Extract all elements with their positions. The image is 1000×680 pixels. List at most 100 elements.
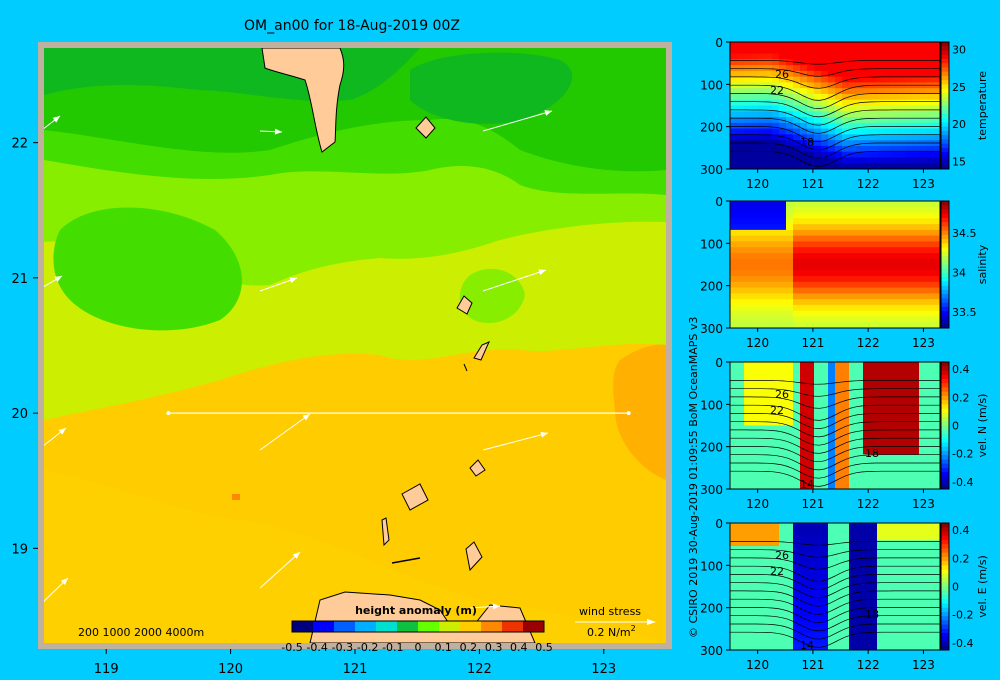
section-y-tick-label: 200 [700,441,723,455]
section-cell [793,145,801,153]
section-cell [926,615,934,622]
section-cell [905,99,913,106]
section-cell [835,145,843,153]
section-cell [884,157,892,164]
section-cell [877,224,885,231]
section-cell [926,241,934,248]
section-cell [912,310,920,317]
section-cell [779,528,787,535]
section-cell [779,140,787,147]
section-cell [926,580,934,587]
section-cell [744,569,752,576]
section-cell [828,534,836,541]
section-cell [842,367,850,374]
section-cell [849,206,857,213]
section-cell [849,442,857,449]
section-cell [821,76,829,83]
section-cell [821,471,829,478]
section-cell [926,540,934,547]
colorbar-label: height anomaly (m) [355,604,477,617]
section-cell [744,93,752,101]
section-cell [863,569,871,576]
section-cell [807,442,815,449]
section-cell [793,644,801,651]
section-cell [737,598,745,605]
section-cell [758,632,766,639]
section-cell [800,644,808,651]
section-cell [730,574,738,582]
section-cell [751,379,759,386]
contour-line [730,84,940,101]
section-cell [926,528,934,535]
section-cell [912,201,920,208]
section-cell [765,615,773,622]
section-cell [821,163,829,170]
section-cell [800,304,808,312]
section-cell [863,523,871,530]
section-colorbar-cell [941,582,949,587]
section-cell [835,465,843,473]
section-cell [926,396,934,403]
section-cell [730,615,738,622]
section-cell [765,632,773,639]
section-cell [933,390,941,398]
section-cell [933,615,941,622]
section-cell [919,201,927,208]
section-cell [898,304,906,312]
section-cell [765,638,773,645]
section-cell [779,477,787,484]
section-cell [898,551,906,559]
section-cell [793,385,801,392]
section-cell [919,408,927,415]
contour-label: 18 [865,608,879,621]
section-cell [814,229,822,237]
section-cell [737,385,745,392]
section-cell [765,385,773,392]
section-cell [772,235,780,242]
section-cell [849,603,857,610]
section-cell [765,454,773,461]
section-cell [933,145,941,153]
section-cell [842,88,850,95]
section-cell [821,229,829,237]
section-cell [933,65,941,72]
section-colorbar-cell [941,374,949,380]
section-cell [814,134,822,141]
section-cell [863,218,871,225]
section-cell [912,465,920,473]
section-cell [835,105,843,112]
section-cell [898,609,906,616]
section-cell [842,93,850,101]
section-cell [737,523,745,530]
section-cell [765,99,773,106]
section-cell [863,235,871,242]
section-cell [891,111,899,118]
section-cell [898,483,906,490]
section-cell [758,316,766,323]
section-cell [835,362,843,369]
section-cell [842,287,850,294]
section-cell [793,53,801,60]
section-cell [779,247,787,254]
section-cell [835,534,843,541]
section-cell [835,413,843,421]
section-cell [884,586,892,593]
section-cell [800,465,808,473]
contour-line [730,109,940,126]
contour-label: 22 [770,565,784,578]
section-cell [842,258,850,265]
section-cell [751,99,759,106]
section-cell [779,99,787,106]
section-cell [884,609,892,616]
section-cell [807,615,815,622]
section-cell [933,592,941,599]
section-cell [786,396,794,403]
colorbar-tick-label: -0.4 [306,641,327,654]
section-cell [730,270,738,277]
section-cell [933,465,941,473]
section-cell [870,390,878,398]
section-cell [849,419,857,426]
section-cell [779,122,787,129]
section-cell [870,592,878,599]
section-cell [800,528,808,535]
